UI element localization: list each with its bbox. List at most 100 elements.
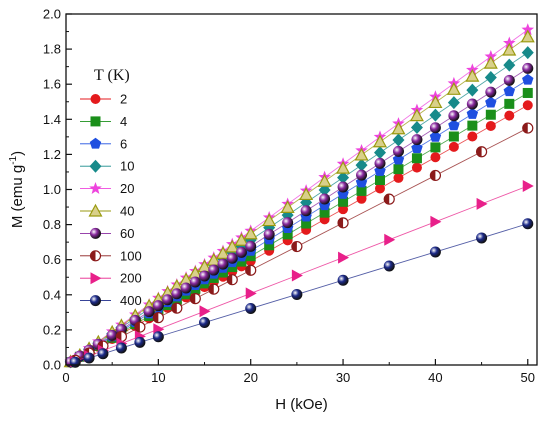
legend-item: 200 <box>80 271 142 286</box>
data-point <box>429 108 442 122</box>
data-point <box>522 179 534 192</box>
data-point <box>503 85 516 97</box>
data-point <box>467 131 478 142</box>
data-point <box>466 108 479 119</box>
data-point <box>383 260 395 272</box>
x-tick-label: 20 <box>243 370 257 385</box>
series-line <box>70 36 529 363</box>
series-T100 <box>69 122 534 366</box>
data-point <box>171 302 183 314</box>
legend-marker <box>89 182 102 194</box>
data-point <box>217 258 229 270</box>
data-point <box>429 169 442 182</box>
data-point <box>410 121 423 135</box>
data-point <box>448 110 460 122</box>
data-point <box>354 147 369 161</box>
legend-marker <box>90 94 101 104</box>
y-axis-label: M (emu g-1) <box>8 151 26 228</box>
data-point <box>282 229 293 240</box>
data-point <box>447 96 460 110</box>
data-point <box>338 196 349 207</box>
data-point <box>466 83 479 97</box>
data-point <box>520 29 535 43</box>
data-point <box>374 157 386 169</box>
data-point <box>503 74 515 86</box>
data-point <box>336 160 351 174</box>
data-point <box>411 134 423 146</box>
data-point <box>522 218 534 230</box>
data-point <box>522 100 533 111</box>
data-point <box>476 197 488 210</box>
data-point <box>299 187 314 201</box>
legend-title: T (K) <box>94 67 130 84</box>
data-point <box>189 276 201 288</box>
data-point <box>262 213 277 227</box>
data-point <box>236 256 247 267</box>
legend-item: 4 <box>80 114 127 129</box>
data-point <box>245 264 257 276</box>
y-tick-label: 0.0 <box>43 358 61 373</box>
data-point <box>337 274 349 286</box>
data-point <box>338 251 350 264</box>
data-point <box>429 130 442 142</box>
legend-marker <box>88 203 103 217</box>
data-point <box>226 252 238 264</box>
x-axis-label: H (kOe) <box>275 396 328 413</box>
legend-item: 40 <box>80 204 134 219</box>
legend-label: 40 <box>120 204 134 219</box>
legend-label: 400 <box>120 293 142 308</box>
legend-marker <box>90 272 102 285</box>
data-point <box>503 36 516 49</box>
data-point <box>485 86 497 98</box>
y-tick-label: 2.0 <box>43 7 61 22</box>
data-point <box>69 356 81 368</box>
data-point <box>264 240 275 251</box>
data-point <box>337 181 349 193</box>
y-tick-label: 1.0 <box>43 182 61 197</box>
data-point <box>430 152 441 163</box>
data-point <box>291 288 303 300</box>
data-point <box>383 193 395 205</box>
data-point <box>134 336 146 348</box>
data-point <box>234 232 249 246</box>
legend-label: 6 <box>120 136 127 151</box>
x-tick-label: 50 <box>521 370 535 385</box>
y-tick-label: 1.8 <box>43 42 61 57</box>
data-point <box>337 171 350 185</box>
legend-marker <box>89 159 102 173</box>
data-point <box>430 215 442 228</box>
legend-marker <box>89 137 102 149</box>
legend-item: 100 <box>80 248 142 263</box>
data-point <box>475 146 488 158</box>
data-point <box>409 108 424 122</box>
data-point <box>162 294 174 306</box>
data-point <box>503 58 516 72</box>
legend-item: 400 <box>80 293 142 308</box>
legend-item: 6 <box>80 136 127 151</box>
data-point <box>226 274 238 286</box>
data-point <box>171 288 183 300</box>
data-point <box>337 217 349 229</box>
data-point <box>411 142 423 154</box>
legend-item: 2 <box>80 92 127 107</box>
data-point <box>319 193 331 205</box>
legend: T (K) 2 4 6 10 20 40 60 100 200 400 <box>80 67 142 308</box>
data-point <box>429 122 441 134</box>
legend-item: 20 <box>80 181 134 196</box>
data-point <box>97 348 109 360</box>
data-point <box>448 119 460 131</box>
data-point <box>521 46 534 60</box>
series-T400 <box>69 218 534 368</box>
data-point <box>465 68 480 82</box>
data-point <box>245 302 257 314</box>
data-point <box>372 134 388 148</box>
data-point <box>280 200 295 214</box>
series-T60 <box>65 62 534 368</box>
legend-label: 60 <box>120 226 134 241</box>
data-point <box>504 98 515 109</box>
x-tick-label: 40 <box>428 370 442 385</box>
legend-marker <box>90 295 101 307</box>
data-point <box>485 109 496 120</box>
legend-label: 10 <box>120 159 134 174</box>
